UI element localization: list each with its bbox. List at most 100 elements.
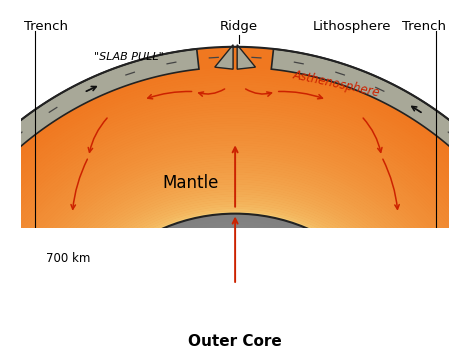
Circle shape: [184, 345, 286, 355]
Wedge shape: [18, 180, 452, 355]
Wedge shape: [45, 206, 426, 355]
Wedge shape: [10, 172, 460, 355]
Wedge shape: [0, 101, 474, 355]
Wedge shape: [8, 170, 462, 355]
Circle shape: [52, 214, 418, 355]
Wedge shape: [0, 150, 474, 355]
Wedge shape: [13, 175, 457, 355]
Wedge shape: [0, 143, 474, 355]
Wedge shape: [0, 136, 474, 355]
Circle shape: [82, 243, 389, 355]
Wedge shape: [0, 111, 474, 355]
Polygon shape: [237, 45, 255, 69]
Wedge shape: [0, 150, 474, 355]
Circle shape: [147, 309, 323, 355]
Wedge shape: [42, 204, 428, 355]
Circle shape: [181, 343, 289, 355]
Wedge shape: [0, 121, 474, 355]
Wedge shape: [0, 128, 474, 355]
Wedge shape: [0, 153, 474, 355]
Polygon shape: [271, 49, 474, 355]
Wedge shape: [13, 175, 457, 355]
Wedge shape: [1, 162, 470, 355]
Circle shape: [189, 350, 282, 355]
Wedge shape: [23, 184, 447, 355]
Text: Ridge: Ridge: [220, 20, 258, 33]
Circle shape: [129, 290, 341, 355]
Text: 700 km: 700 km: [46, 252, 91, 265]
Wedge shape: [15, 177, 455, 355]
Circle shape: [89, 250, 382, 355]
Text: Lithosphere: Lithosphere: [312, 20, 391, 33]
Circle shape: [155, 316, 316, 355]
Wedge shape: [35, 197, 435, 355]
Wedge shape: [0, 133, 474, 355]
Wedge shape: [0, 121, 474, 355]
Wedge shape: [27, 189, 443, 355]
Circle shape: [176, 338, 294, 355]
Wedge shape: [50, 212, 420, 355]
Wedge shape: [0, 126, 474, 355]
Wedge shape: [0, 136, 474, 355]
Text: Trench: Trench: [402, 20, 446, 33]
Wedge shape: [50, 212, 420, 355]
Wedge shape: [0, 133, 474, 355]
Wedge shape: [27, 189, 443, 355]
Circle shape: [103, 265, 367, 355]
Wedge shape: [0, 70, 474, 355]
Wedge shape: [0, 92, 474, 355]
Wedge shape: [0, 123, 474, 355]
Circle shape: [173, 335, 297, 355]
Wedge shape: [0, 119, 474, 355]
Wedge shape: [50, 212, 420, 355]
Wedge shape: [0, 104, 474, 355]
Circle shape: [144, 305, 327, 355]
Wedge shape: [0, 75, 474, 355]
Wedge shape: [0, 160, 472, 355]
Text: Trench: Trench: [24, 20, 67, 33]
Circle shape: [63, 225, 407, 355]
Wedge shape: [0, 94, 474, 355]
Wedge shape: [0, 106, 474, 355]
Wedge shape: [0, 123, 474, 355]
Wedge shape: [0, 89, 474, 355]
Wedge shape: [0, 89, 474, 355]
Wedge shape: [0, 160, 472, 355]
Wedge shape: [30, 192, 440, 355]
Circle shape: [158, 320, 312, 355]
Wedge shape: [0, 116, 474, 355]
Wedge shape: [50, 211, 420, 355]
Wedge shape: [25, 187, 445, 355]
Wedge shape: [0, 99, 474, 355]
Wedge shape: [50, 212, 420, 355]
Wedge shape: [0, 106, 474, 355]
Wedge shape: [0, 84, 474, 355]
Wedge shape: [50, 212, 420, 355]
Wedge shape: [0, 128, 474, 355]
Wedge shape: [25, 187, 445, 355]
Wedge shape: [42, 204, 428, 355]
Wedge shape: [3, 165, 467, 355]
Wedge shape: [0, 143, 474, 355]
Circle shape: [168, 330, 302, 355]
Circle shape: [163, 324, 307, 355]
Text: Mantle: Mantle: [162, 174, 219, 192]
Circle shape: [165, 327, 305, 355]
Wedge shape: [0, 77, 474, 355]
Wedge shape: [0, 131, 474, 355]
Text: Asthenosphere: Asthenosphere: [292, 68, 382, 99]
Wedge shape: [0, 140, 474, 355]
Wedge shape: [0, 72, 474, 355]
Wedge shape: [45, 206, 426, 355]
Wedge shape: [0, 138, 474, 355]
Wedge shape: [0, 67, 474, 355]
Wedge shape: [0, 114, 474, 355]
Wedge shape: [0, 114, 474, 355]
Wedge shape: [0, 72, 474, 355]
Circle shape: [140, 301, 330, 355]
Circle shape: [136, 298, 334, 355]
Wedge shape: [6, 167, 465, 355]
Wedge shape: [10, 172, 460, 355]
Wedge shape: [37, 199, 433, 355]
Circle shape: [100, 261, 371, 355]
